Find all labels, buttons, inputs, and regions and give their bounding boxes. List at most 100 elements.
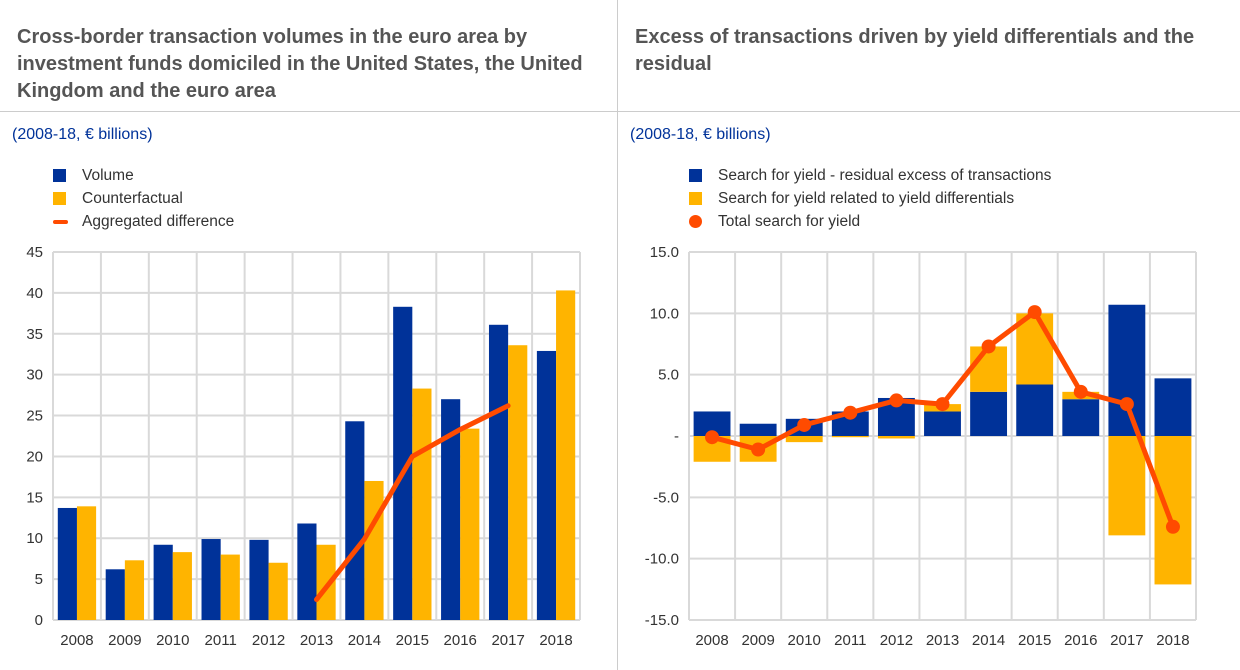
x-tick-label: 2018 [539,632,572,649]
data-point [1119,397,1134,412]
legend-label: Total search for yield [718,212,861,230]
x-tick-label: 2010 [788,632,821,649]
series-line [314,403,511,603]
bar [201,539,221,620]
x-tick-label: 2015 [1018,632,1051,649]
x-tick-label: 2017 [491,632,524,649]
bar [316,544,336,620]
data-point [981,339,996,354]
bar [970,346,1008,392]
data-point [1027,305,1042,320]
data-point [1073,384,1088,399]
chart-plot: 0 5 10 15 20 25 30 35 40 45 2008 2009 2010 2011 2012 20… [26,244,581,649]
x-tick-label: 2016 [444,632,477,649]
bar [488,324,509,620]
y-tick-label: -10.0 [645,551,679,568]
divider [618,111,1240,112]
bar [877,436,915,439]
data-point [705,430,720,445]
bar [1154,436,1192,585]
bar [172,552,192,620]
bar [970,391,1008,436]
bar [268,562,288,620]
data-point [751,442,766,457]
bar [249,539,269,620]
x-tick-label: 2015 [396,632,429,649]
legend-label: Search for yield - residual excess of tr… [718,166,1052,184]
data-point [935,397,950,412]
legend-item: Search for yield - residual excess of tr… [689,164,1051,187]
left-chart-panel: Cross-border transaction volumes in the … [0,0,617,670]
x-tick-label: 2018 [1156,632,1189,649]
legend-item: Volume [53,164,234,187]
legend-swatch [53,169,66,182]
y-tick-label: 10 [26,530,43,547]
bar [1108,436,1146,536]
x-tick-label: 2014 [972,632,1005,649]
bar [924,411,961,436]
x-tick-label: 2009 [108,632,141,649]
bar [441,399,461,620]
bar [508,345,528,620]
bar [76,506,97,620]
y-tick-label: 30 [26,367,43,384]
bar [1154,378,1192,436]
data-point [797,417,812,432]
legend-swatch [53,219,68,224]
x-tick-label: 2009 [741,632,774,649]
bar [393,306,413,620]
data-point [1165,519,1180,534]
bar [536,350,557,620]
y-tick-label: 45 [26,244,43,261]
legend-item: Search for yield related to yield differ… [689,187,1051,210]
x-tick-label: 2016 [1064,632,1097,649]
legend-label: Volume [82,166,134,184]
x-tick-label: 2010 [156,632,189,649]
legend-item: Counterfactual [53,187,234,210]
legend: Search for yield - residual excess of tr… [689,164,1051,233]
chart-subtitle: (2008-18, € billions) [12,126,153,143]
y-tick-label: 10.0 [650,305,679,322]
data-point [843,405,858,420]
y-tick-label: 5 [35,571,43,588]
y-tick-label: 15 [26,489,43,506]
y-tick-label: 35 [26,326,43,343]
bar [1016,313,1054,385]
x-tick-label: 2013 [926,632,959,649]
legend-swatch [689,192,702,205]
x-tick-label: 2017 [1110,632,1143,649]
legend-swatch [689,169,702,182]
chart-subtitle: (2008-18, € billions) [630,126,771,143]
bar [1108,304,1146,436]
panel-divider [617,0,618,670]
legend-label: Search for yield related to yield differ… [718,189,1015,207]
legend-swatch [689,215,702,228]
legend-item: Aggregated difference [53,210,234,233]
bar [124,560,145,620]
x-tick-label: 2008 [695,632,728,649]
bar [364,480,384,620]
data-point [889,393,904,408]
x-tick-label: 2011 [834,632,866,649]
bar [1016,384,1054,436]
legend-item: Total search for yield [689,210,1051,233]
bar [220,554,240,620]
chart-title: Excess of transactions driven by yield d… [635,26,1195,75]
bar [556,290,576,620]
bar [739,423,777,436]
bar [831,436,869,438]
legend-label: Aggregated difference [82,212,235,230]
y-tick-label: 15.0 [650,244,679,261]
right-chart-panel: Excess of transactions driven by yield d… [618,0,1240,670]
x-tick-label: 2013 [300,632,333,649]
y-tick-label: 20 [26,448,43,465]
bar [460,428,480,620]
y-tick-label: -15.0 [645,612,679,629]
bar [412,388,432,620]
legend-label: Counterfactual [82,189,183,207]
bar [1062,399,1100,436]
chart-title: Cross-border transaction volumes in the … [17,26,583,102]
x-tick-label: 2012 [880,632,913,649]
legend: Volume Counterfactual Aggregated differe… [53,164,234,233]
